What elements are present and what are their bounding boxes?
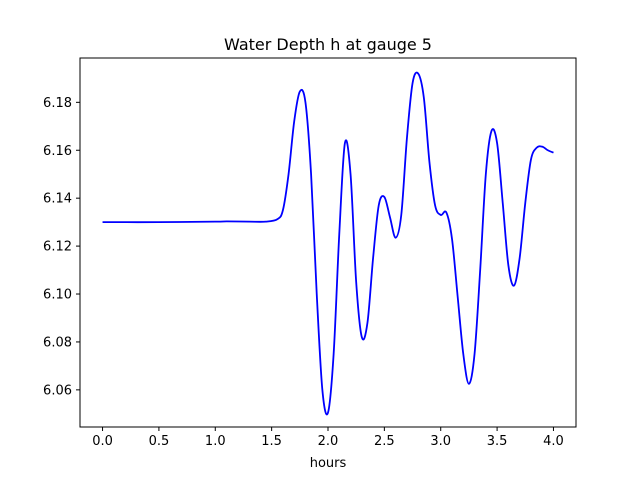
x-tick-label: 0.0 [92, 434, 113, 449]
y-tick-label: 6.12 [43, 240, 72, 255]
x-tick-label: 2.5 [374, 434, 395, 449]
plot-area [79, 57, 577, 428]
x-tick-label: 2.0 [318, 434, 339, 449]
y-tick-label: 6.08 [43, 335, 72, 350]
series-layer [102, 71, 554, 416]
x-tick-label: 0.5 [149, 434, 170, 449]
x-tick-label: 1.0 [205, 434, 226, 449]
x-axis-label: hours [310, 456, 347, 471]
x-tick-label: 3.5 [487, 434, 508, 449]
x-tick-label: 3.0 [430, 434, 451, 449]
series-line [102, 71, 554, 416]
y-tick-label: 6.18 [43, 96, 72, 111]
y-axis: 6.06 6.08 6.10 6.12 6.14 6.16 6.18 [43, 96, 80, 398]
y-tick-label: 6.16 [43, 144, 72, 159]
chart-title: Water Depth h at gauge 5 [224, 35, 432, 54]
y-tick-label: 6.06 [43, 383, 72, 398]
x-tick-label: 1.5 [261, 434, 282, 449]
y-tick-label: 6.14 [43, 192, 72, 207]
x-axis: 0.0 0.5 1.0 1.5 2.0 2.5 3.0 3.5 4.0 [92, 427, 564, 449]
x-tick-label: 4.0 [543, 434, 564, 449]
y-tick-label: 6.10 [43, 288, 72, 303]
